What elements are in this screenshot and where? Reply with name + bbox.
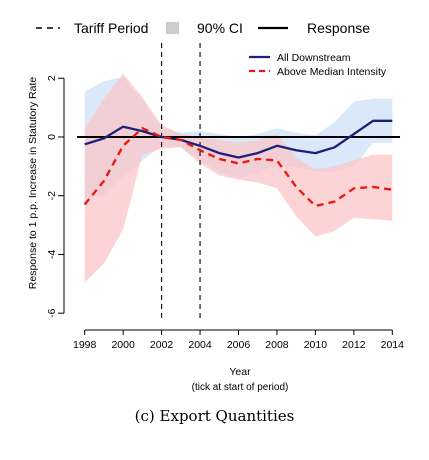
y-tick-label: -2 (46, 191, 58, 200)
x-axis-title: Year (229, 366, 251, 378)
legend-ci-swatch (166, 22, 179, 34)
y-tick-label: 2 (46, 75, 58, 81)
figure-caption: (c) Export Quantities (134, 407, 295, 425)
axes: 2 0 -2 -4 -6 1998 2000 2002 2004 2006 2008 2010 2012… (46, 75, 404, 351)
legend-above-median-label: Above Median Intensity (277, 66, 387, 78)
legend-all-downstream-label: All Downstream (277, 52, 351, 64)
x-tick-label: 2010 (304, 339, 328, 351)
series-lines (83, 119, 393, 208)
x-tick-label: 2000 (111, 339, 135, 351)
y-tick-label: 0 (46, 134, 58, 140)
x-tick-label: 2008 (265, 339, 289, 351)
series-line-above-median (83, 127, 393, 208)
y-tick-label: -4 (46, 250, 58, 259)
reference-lines (77, 43, 400, 322)
x-tick-label: 2006 (227, 339, 251, 351)
x-tick-label: 2012 (342, 339, 366, 351)
x-tick-label: 2014 (381, 339, 405, 351)
legend-tariff-period-label: Tariff Period (74, 20, 148, 36)
ci-bands (84, 73, 393, 283)
legend-inner: All Downstream Above Median Intensity (249, 52, 387, 78)
legend-top: Tariff Period 90% CI Response (36, 20, 370, 36)
ci-band-above-median (84, 73, 393, 283)
x-axis-note: (tick at start of period) (192, 382, 289, 393)
legend-ci-label: 90% CI (197, 20, 243, 36)
legend-response-label: Response (307, 20, 370, 36)
y-tick-label: -6 (46, 308, 58, 317)
x-tick-label: 2004 (188, 339, 212, 351)
y-axis-title: Response to 1 p.p. Increase in Statutory… (27, 77, 39, 290)
x-tick-label: 2002 (150, 339, 174, 351)
series-line-all-downstream (84, 119, 393, 159)
x-tick-label: 1998 (73, 339, 97, 351)
